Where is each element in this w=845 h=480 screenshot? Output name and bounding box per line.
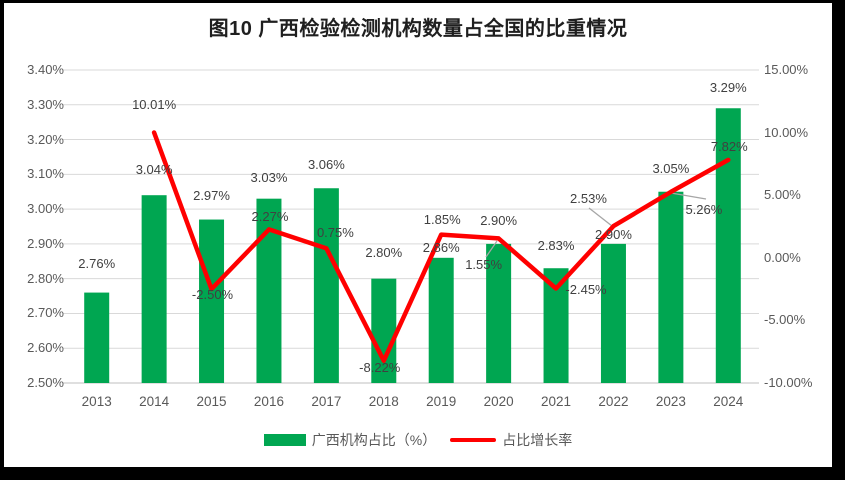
x-axis-label-2024: 2024	[713, 394, 744, 409]
x-axis-label-2013: 2013	[81, 394, 112, 409]
left-axis-tick: 2.50%	[27, 375, 64, 390]
legend: 广西机构占比（%） 占比增长率	[4, 430, 832, 450]
left-axis-tick: 3.00%	[27, 201, 64, 217]
bar-value-label: 2.90%	[595, 226, 632, 242]
x-axis-label-2019: 2019	[426, 394, 457, 409]
growth-rate-line	[151, 130, 731, 363]
x-axis-label-2016: 2016	[253, 394, 284, 409]
x-axis-label-2023: 2023	[655, 394, 686, 409]
legend-item-bar: 广西机构占比（%）	[263, 430, 437, 450]
line-value-label: -2.50%	[191, 287, 234, 303]
right-axis-tick: 0.00%	[764, 249, 801, 265]
x-axis-label-2018: 2018	[368, 394, 399, 409]
line-value-label: 2.27%	[251, 209, 289, 225]
bar-2013	[84, 292, 110, 383]
legend-line-swatch-icon	[450, 438, 497, 442]
line-value-label: 10.01%	[132, 97, 177, 113]
left-axis-tick: 2.60%	[27, 340, 64, 356]
line-value-label: 0.75%	[316, 225, 354, 241]
x-axis-label-2015: 2015	[196, 394, 227, 409]
left-axis-tick: 3.30%	[27, 96, 64, 112]
label-leader-line	[485, 240, 498, 258]
bar-value-label: 2.83%	[537, 238, 575, 254]
bar-value-label: 3.05%	[652, 160, 690, 176]
left-axis-tick: 2.70%	[27, 305, 64, 321]
bar-2014	[141, 195, 167, 383]
legend-line-label: 占比增长率	[502, 432, 573, 448]
bar-value-label: 3.06%	[307, 157, 345, 173]
bar-value-label: 2.90%	[480, 212, 518, 228]
bar-2023	[658, 191, 684, 383]
bar-2015	[199, 219, 225, 383]
left-axis-tick: 2.90%	[27, 235, 64, 251]
legend-bar-label: 广西机构占比（%）	[311, 432, 437, 448]
right-axis-tick: -5.00%	[764, 312, 806, 328]
label-leader-line	[670, 192, 707, 200]
bar-2024	[715, 108, 741, 383]
bar-2020	[486, 243, 512, 383]
left-axis-tick: 2.80%	[27, 270, 64, 286]
right-axis-tick: -10.00%	[764, 375, 813, 390]
line-value-label: 7.82%	[710, 138, 748, 154]
bar-2019	[428, 257, 454, 383]
right-axis-tick: 15.00%	[764, 62, 809, 77]
legend-bar-swatch-icon	[263, 434, 306, 446]
x-axis-label-2021: 2021	[541, 394, 572, 409]
legend-item-line: 占比增长率	[450, 430, 572, 450]
bar-value-label: 3.03%	[250, 169, 288, 185]
bar-2017	[313, 188, 339, 383]
bar-value-label: 3.29%	[709, 80, 747, 96]
line-value-label: 5.26%	[685, 201, 723, 217]
left-axis-tick: 3.20%	[27, 131, 64, 147]
x-axis-label-2022: 2022	[598, 394, 629, 409]
bar-2016	[256, 198, 282, 383]
x-axis-label-2017: 2017	[311, 394, 342, 409]
x-axis-label-2020: 2020	[483, 394, 514, 409]
bar-value-label: 2.80%	[365, 244, 403, 260]
line-value-label: 1.85%	[423, 211, 461, 227]
line-value-label: -2.45%	[565, 282, 607, 298]
bar-value-label: 3.04%	[135, 162, 173, 178]
x-axis-label-2014: 2014	[139, 394, 170, 409]
line-value-label: -8.22%	[359, 359, 401, 375]
right-axis-tick: 10.00%	[764, 124, 809, 140]
bar-value-label: 2.97%	[193, 187, 230, 203]
bar-2022	[600, 243, 626, 383]
left-axis-tick: 3.10%	[27, 166, 64, 182]
bar-2018	[371, 278, 397, 383]
left-axis-tick: 3.40%	[27, 62, 64, 77]
line-value-label: 2.53%	[570, 191, 607, 207]
chart-title: 图10 广西检验检测机构数量占全国的比重情况	[208, 18, 628, 40]
right-axis-tick: 5.00%	[764, 187, 801, 203]
label-leader-line	[588, 207, 613, 227]
bar-value-label: 2.86%	[422, 239, 460, 255]
bar-value-label: 2.76%	[78, 255, 116, 271]
line-value-label: 1.55%	[465, 257, 503, 273]
